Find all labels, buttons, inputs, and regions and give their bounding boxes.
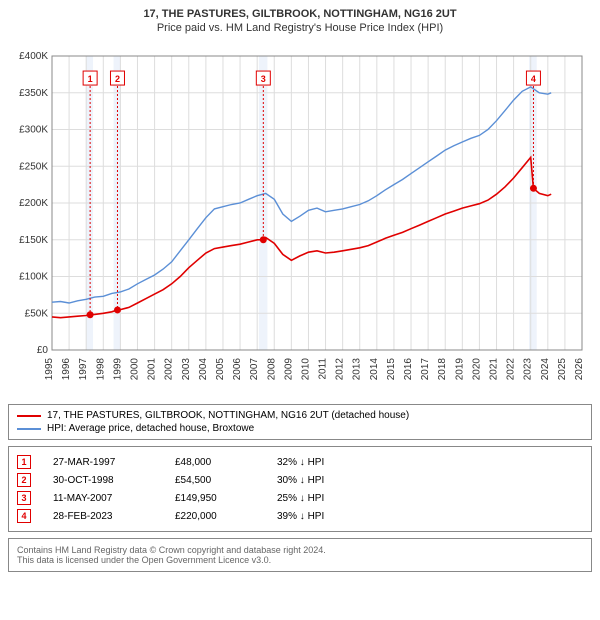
y-tick-label: £350K bbox=[19, 88, 48, 99]
sale-hpi-diff: 25% ↓ HPI bbox=[277, 493, 337, 504]
x-tick-label: 2013 bbox=[352, 358, 363, 381]
x-tick-label: 1997 bbox=[78, 358, 89, 381]
line-chart: £0 £50K £100K £150K £200K £250K £300K £350K £400… bbox=[8, 38, 592, 398]
footnote-line2: This data is licensed under the Open Gov… bbox=[17, 555, 583, 565]
x-tick-label: 2017 bbox=[420, 358, 431, 381]
x-tick-label: 2010 bbox=[300, 358, 311, 381]
legend: 17, THE PASTURES, GILTBROOK, NOTTINGHAM,… bbox=[8, 404, 592, 440]
legend-swatch bbox=[17, 415, 41, 417]
title-line1: 17, THE PASTURES, GILTBROOK, NOTTINGHAM,… bbox=[8, 8, 592, 20]
sale-date: 28-FEB-2023 bbox=[53, 511, 163, 522]
sale-marker-dot bbox=[87, 311, 94, 318]
sale-marker-number: 3 bbox=[261, 74, 266, 84]
sale-date: 11-MAY-2007 bbox=[53, 493, 163, 504]
sale-price: £48,000 bbox=[175, 457, 265, 468]
legend-item: HPI: Average price, detached house, Brox… bbox=[17, 422, 583, 435]
sale-marker-number: 4 bbox=[531, 74, 536, 84]
legend-swatch bbox=[17, 428, 41, 430]
x-tick-label: 2000 bbox=[129, 358, 140, 381]
x-tick-label: 1996 bbox=[61, 358, 72, 381]
sales-row: 3 11-MAY-2007 £149,950 25% ↓ HPI bbox=[17, 489, 583, 507]
sales-row: 2 30-OCT-1998 £54,500 30% ↓ HPI bbox=[17, 471, 583, 489]
x-tick-label: 2025 bbox=[557, 358, 568, 381]
sale-hpi-diff: 39% ↓ HPI bbox=[277, 511, 337, 522]
x-tick-label: 2009 bbox=[283, 358, 294, 381]
x-tick-label: 2012 bbox=[335, 358, 346, 381]
legend-label: HPI: Average price, detached house, Brox… bbox=[47, 423, 254, 434]
legend-item: 17, THE PASTURES, GILTBROOK, NOTTINGHAM,… bbox=[17, 409, 583, 422]
sale-marker-dot bbox=[530, 185, 537, 192]
y-tick-label: £400K bbox=[19, 51, 48, 62]
footnote: Contains HM Land Registry data © Crown c… bbox=[8, 538, 592, 572]
sale-price: £220,000 bbox=[175, 511, 265, 522]
x-tick-label: 2001 bbox=[147, 358, 158, 381]
legend-label: 17, THE PASTURES, GILTBROOK, NOTTINGHAM,… bbox=[47, 410, 409, 421]
sale-hpi-diff: 30% ↓ HPI bbox=[277, 475, 337, 486]
x-tick-label: 1999 bbox=[112, 358, 123, 381]
y-tick-label: £200K bbox=[19, 198, 48, 209]
x-tick-label: 2005 bbox=[215, 358, 226, 381]
x-tick-label: 2019 bbox=[454, 358, 465, 381]
x-tick-label: 1998 bbox=[95, 358, 106, 381]
sales-row: 4 28-FEB-2023 £220,000 39% ↓ HPI bbox=[17, 507, 583, 525]
chart-titles: 17, THE PASTURES, GILTBROOK, NOTTINGHAM,… bbox=[8, 8, 592, 34]
y-tick-label: £250K bbox=[19, 161, 48, 172]
sale-number-badge: 1 bbox=[17, 455, 31, 469]
x-tick-label: 2015 bbox=[386, 358, 397, 381]
sale-number-badge: 4 bbox=[17, 509, 31, 523]
sale-marker-dot bbox=[260, 236, 267, 243]
footnote-line1: Contains HM Land Registry data © Crown c… bbox=[17, 545, 583, 555]
x-tick-label: 2002 bbox=[164, 358, 175, 381]
sale-hpi-diff: 32% ↓ HPI bbox=[277, 457, 337, 468]
x-tick-label: 2021 bbox=[489, 358, 500, 381]
y-tick-label: £150K bbox=[19, 235, 48, 246]
y-tick-label: £0 bbox=[37, 345, 49, 356]
chart-container: £0 £50K £100K £150K £200K £250K £300K £350K £400… bbox=[8, 38, 592, 398]
x-tick-label: 2006 bbox=[232, 358, 243, 381]
sale-marker-number: 1 bbox=[88, 74, 93, 84]
sale-marker-number: 2 bbox=[115, 74, 120, 84]
x-tick-label: 2024 bbox=[540, 358, 551, 381]
x-tick-label: 2008 bbox=[266, 358, 277, 381]
sale-date: 30-OCT-1998 bbox=[53, 475, 163, 486]
sale-marker-dot bbox=[114, 306, 121, 313]
y-tick-label: £300K bbox=[19, 125, 48, 136]
series-hpi bbox=[52, 87, 551, 303]
x-tick-label: 2004 bbox=[198, 358, 209, 381]
x-tick-label: 2026 bbox=[574, 358, 585, 381]
title-line2: Price paid vs. HM Land Registry's House … bbox=[8, 22, 592, 34]
sales-row: 1 27-MAR-1997 £48,000 32% ↓ HPI bbox=[17, 453, 583, 471]
x-tick-label: 2020 bbox=[471, 358, 482, 381]
y-tick-label: £100K bbox=[19, 272, 48, 283]
sale-price: £54,500 bbox=[175, 475, 265, 486]
x-tick-label: 1995 bbox=[44, 358, 55, 381]
x-tick-label: 2007 bbox=[249, 358, 260, 381]
x-tick-label: 2016 bbox=[403, 358, 414, 381]
x-tick-label: 2022 bbox=[506, 358, 517, 381]
y-tick-label: £50K bbox=[25, 308, 49, 319]
x-tick-label: 2014 bbox=[369, 358, 380, 381]
x-tick-label: 2011 bbox=[318, 358, 329, 380]
x-tick-label: 2023 bbox=[523, 358, 534, 381]
sales-table: 1 27-MAR-1997 £48,000 32% ↓ HPI 2 30-OCT-1998… bbox=[8, 446, 592, 532]
x-tick-label: 2003 bbox=[181, 358, 192, 381]
sale-price: £149,950 bbox=[175, 493, 265, 504]
sale-number-badge: 2 bbox=[17, 473, 31, 487]
sale-date: 27-MAR-1997 bbox=[53, 457, 163, 468]
sale-number-badge: 3 bbox=[17, 491, 31, 505]
series-price_paid bbox=[52, 157, 551, 317]
x-tick-label: 2018 bbox=[437, 358, 448, 381]
